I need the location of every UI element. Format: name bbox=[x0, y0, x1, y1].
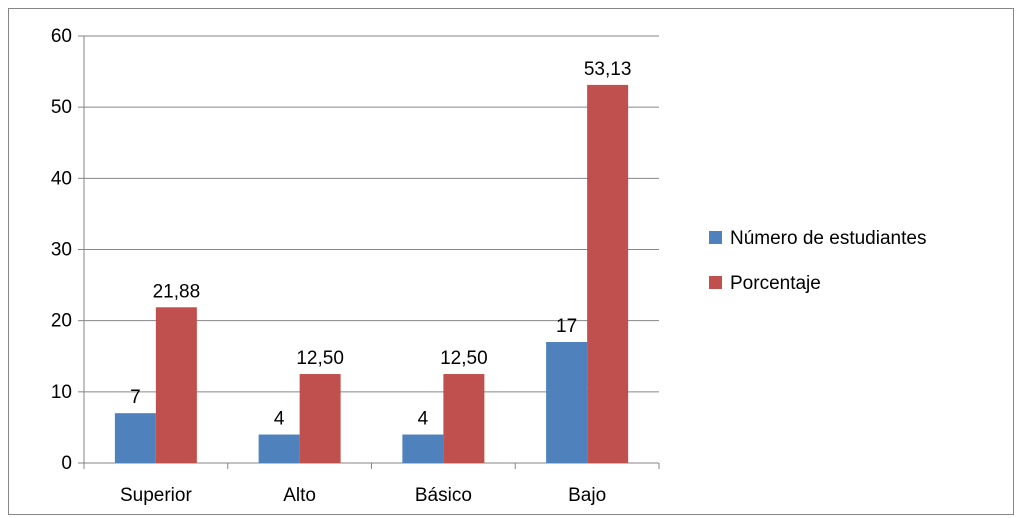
data-label: 4 bbox=[274, 409, 285, 430]
legend-label: Número de estudiantes bbox=[730, 228, 926, 249]
category-label: Básico bbox=[415, 485, 472, 506]
legend-label: Porcentaje bbox=[730, 273, 821, 294]
data-labels: 7 21,88 4 12,50 4 12,50 17 53,13 bbox=[130, 59, 631, 430]
y-tick-label: 10 bbox=[51, 382, 72, 403]
data-label: 4 bbox=[418, 409, 429, 430]
bars bbox=[114, 84, 629, 463]
y-tick-label: 60 bbox=[51, 26, 72, 47]
y-tick-label: 30 bbox=[51, 240, 72, 261]
chart-frame: 0 10 20 30 40 50 60 Superior Alto Básico Bajo 7 21,… bbox=[8, 8, 1014, 515]
y-tick-label: 50 bbox=[51, 97, 72, 118]
data-label: 7 bbox=[130, 387, 141, 408]
category-label: Alto bbox=[283, 485, 316, 506]
bar bbox=[258, 434, 300, 463]
legend: Número de estudiantes Porcentaje bbox=[709, 228, 926, 294]
bar bbox=[402, 434, 444, 463]
bar bbox=[587, 84, 629, 463]
category-label: Superior bbox=[120, 485, 192, 506]
y-tick-label: 40 bbox=[51, 168, 72, 189]
bar bbox=[443, 374, 485, 463]
data-label: 17 bbox=[556, 316, 577, 337]
bar-chart: 0 10 20 30 40 50 60 Superior Alto Básico Bajo 7 21,… bbox=[51, 26, 927, 506]
data-label: 12,50 bbox=[440, 348, 488, 369]
bar bbox=[155, 307, 197, 463]
bar bbox=[114, 413, 156, 463]
bar bbox=[299, 374, 341, 463]
category-label: Bajo bbox=[568, 485, 606, 506]
y-tick-label: 20 bbox=[51, 311, 72, 332]
y-tick-label: 0 bbox=[61, 453, 72, 474]
data-label: 53,13 bbox=[584, 59, 632, 80]
legend-swatch bbox=[709, 231, 722, 244]
data-label: 21,88 bbox=[153, 281, 201, 302]
data-label: 12,50 bbox=[296, 348, 344, 369]
legend-swatch bbox=[709, 276, 722, 289]
bar bbox=[546, 342, 588, 463]
